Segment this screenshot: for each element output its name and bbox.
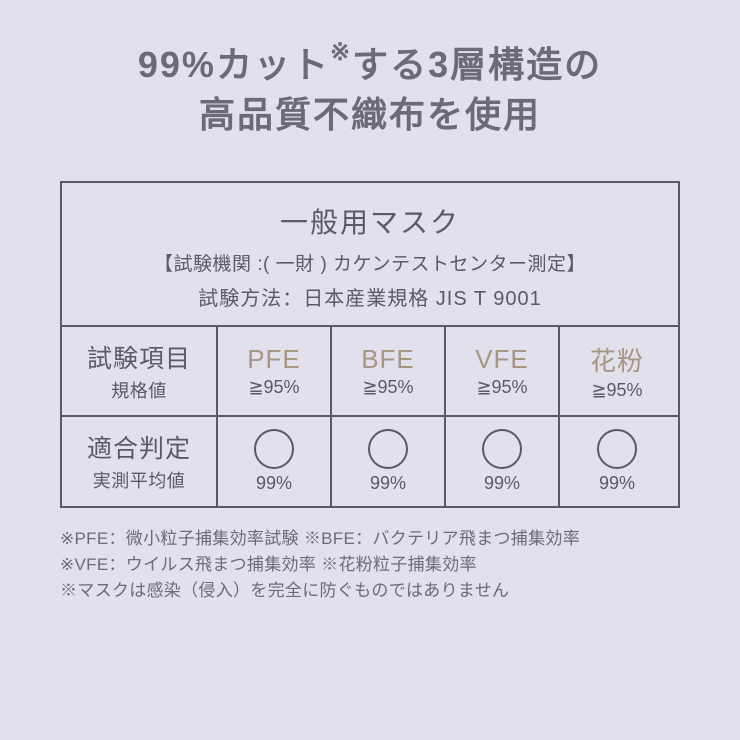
col-pfe: PFE ≧95% — [218, 327, 332, 415]
pass-circle-icon — [597, 429, 637, 469]
footnote-line: ※マスクは感染（侵入）を完全に防ぐものではありません — [60, 578, 680, 604]
pass-circle-icon — [482, 429, 522, 469]
pass-circle-icon — [254, 429, 294, 469]
pass-circle-icon — [368, 429, 408, 469]
col-bfe: BFE ≧95% — [332, 327, 446, 415]
result-pct: 99% — [370, 473, 406, 494]
spec-row: 試験項目 規格値 PFE ≧95% BFE ≧95% VFE ≧95% 花粉 ≧… — [62, 327, 678, 417]
col-name: VFE — [475, 344, 529, 375]
label-big: 適合判定 — [87, 429, 191, 465]
table-sub1: 【試験機関 :( 一財 ) カケンテストセンター測定】 — [72, 249, 668, 276]
result-pct: 99% — [484, 473, 520, 494]
headline-sup: ※ — [330, 39, 352, 66]
col-name: BFE — [361, 344, 415, 375]
result-pfe: 99% — [218, 417, 332, 506]
table-sub2: 試験方法：日本産業規格 JIS T 9001 — [72, 282, 668, 311]
table-header: 一般用マスク 【試験機関 :( 一財 ) カケンテストセンター測定】 試験方法：… — [62, 183, 678, 327]
result-bfe: 99% — [332, 417, 446, 506]
label-small: 規格値 — [111, 377, 167, 403]
label-small: 実測平均値 — [93, 467, 186, 493]
headline-line2: 高品質不織布を使用 — [40, 90, 700, 140]
spec-table: 一般用マスク 【試験機関 :( 一財 ) カケンテストセンター測定】 試験方法：… — [60, 181, 680, 508]
col-name: 花粉 — [590, 341, 644, 378]
row-label: 適合判定 実測平均値 — [62, 417, 218, 506]
footnote-line: ※VFE：ウイルス飛まつ捕集効率 ※花粉粒子捕集効率 — [60, 552, 680, 578]
col-pollen: 花粉 ≧95% — [560, 327, 674, 415]
col-spec: ≧95% — [248, 377, 299, 398]
result-row: 適合判定 実測平均値 99% 99% 99% 99% — [62, 417, 678, 506]
headline: 99%カット※する3層構造の 高品質不織布を使用 — [40, 40, 700, 141]
row-label: 試験項目 規格値 — [62, 327, 218, 415]
footnote-line: ※PFE：微小粒子捕集効率試験 ※BFE：バクテリア飛まつ捕集効率 — [60, 526, 680, 552]
headline-part-b: する3層構造の — [352, 44, 602, 85]
col-vfe: VFE ≧95% — [446, 327, 560, 415]
label-big: 試験項目 — [87, 339, 191, 375]
result-vfe: 99% — [446, 417, 560, 506]
headline-part-a: 99%カット — [138, 44, 330, 85]
result-pct: 99% — [256, 473, 292, 494]
result-pollen: 99% — [560, 417, 674, 506]
col-spec: ≧95% — [591, 380, 642, 401]
result-pct: 99% — [599, 473, 635, 494]
col-name: PFE — [247, 344, 301, 375]
col-spec: ≧95% — [362, 377, 413, 398]
table-title: 一般用マスク — [72, 201, 668, 241]
footnotes: ※PFE：微小粒子捕集効率試験 ※BFE：バクテリア飛まつ捕集効率 ※VFE：ウ… — [60, 526, 680, 605]
col-spec: ≧95% — [476, 377, 527, 398]
